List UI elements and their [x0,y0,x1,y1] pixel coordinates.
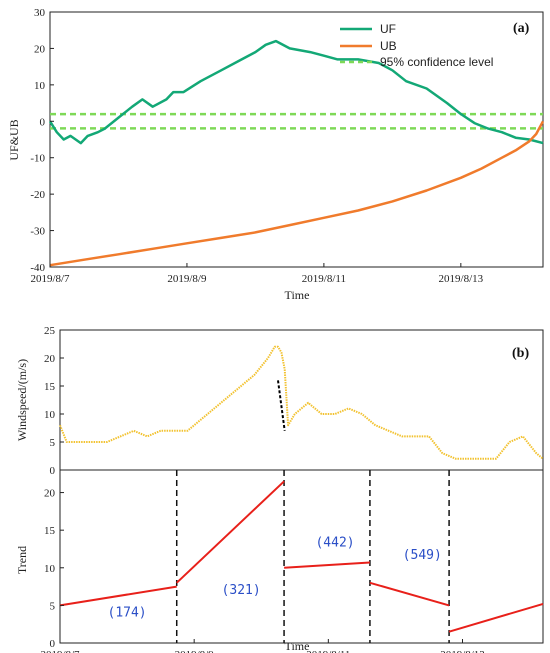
panel-a-frame [49,11,544,268]
windspeed-ytick-label-0: 0 [50,465,56,477]
panel-a-xtick-label-1: 2019/8/9 [167,273,207,285]
panel-a-ylabel: UF&UB [7,119,21,160]
panel-a-ytick-label-0: -40 [30,262,45,274]
windspeed-ytick-label-3: 15 [44,381,56,393]
segment-label-1: (321) [222,583,261,598]
series-line-ub [49,120,545,267]
panel-trend-ylabel: Trend [15,546,29,574]
trend-xtick-label-2: 2019/8/11 [306,649,350,653]
segment-labels: (174) (321) (442) (549) [108,536,442,621]
trend-y-ticks: 0 5 10 15 20 [44,488,64,650]
trend-xtick-label-0: 2019/8/7 [40,649,80,653]
windspeed-ytick-label-2: 10 [44,409,56,421]
windspeed-ytick-label-1: 5 [50,437,56,449]
panel-a-ytick-label-2: -20 [30,189,45,201]
trend-ytick-label-2: 10 [44,563,56,575]
trend-segments [59,480,544,633]
segment-label-0: (174) [108,606,147,621]
panel-a-xtick-label-3: 2019/8/13 [439,273,484,285]
trend-segment-4 [448,602,544,633]
windspeed-drop-line [277,380,286,431]
trend-segment-3 [369,581,450,607]
legend-ub-label: UB [380,39,397,53]
panel-a-ytick-label-6: 20 [34,43,46,55]
windspeed-line [59,345,544,460]
trend-segment-1 [176,480,285,584]
panel-b-frame [59,329,544,644]
trend-xtick-label-1: 2019/8/9 [175,649,215,653]
panel-a-ytick-label-3: -10 [30,153,45,165]
panel-a-label: (a) [513,21,530,36]
y-ticks: -40 -30 -20 -10 0 10 20 30 [30,7,54,274]
windspeed-series [59,345,544,460]
panel-a-xtick-label-0: 2019/8/7 [30,273,70,285]
panel-trend-xlabel: Time [285,639,310,653]
panel-b-label: (b) [512,346,529,361]
legend-uf-label: UF [380,22,396,36]
panel-a-xlabel: Time [285,288,310,302]
windspeed-y-ticks: 0 5 10 15 20 25 [44,325,64,477]
series-lines [48,39,545,267]
legend: UF UB 95% confidence level [340,22,493,69]
confidence-lines [50,112,543,130]
panel-a-ytick-label-5: 10 [34,80,46,92]
x-ticks: 2019/8/7 2019/8/9 2019/8/11 2019/8/13 [30,263,484,285]
series-line-uf [48,39,544,145]
panel-b-ylabel: Windspeed/(m/s) [15,359,29,441]
panel-b: 0 5 10 15 20 25 (b) Windspeed/(m/s) [15,325,544,644]
breakpoint-lines [175,470,450,643]
panel-a-ytick-label-4: 0 [40,116,46,128]
trend-ytick-label-4: 20 [44,488,56,500]
trend-xtick-label-3: 2019/8/13 [440,649,485,653]
windspeed-ytick-label-4: 20 [44,353,56,365]
trend-ytick-label-0: 0 [50,638,56,650]
segment-label-2: (442) [315,536,354,551]
windspeed-ytick-label-5: 25 [44,325,56,337]
segment-label-3: (549) [403,548,442,563]
legend-conf-label: 95% confidence level [380,55,493,69]
panel-a-ytick-label-7: 30 [34,7,46,19]
trend-segment-0 [59,585,177,607]
panel-a-xtick-label-2: 2019/8/11 [302,273,346,285]
panel-a-ytick-label-1: -30 [30,226,45,238]
trend-x-ticks: 2019/8/7 2019/8/9 2019/8/11 2019/8/13 [40,639,485,653]
trend-segment-2 [284,561,370,569]
trend-ytick-label-1: 5 [50,600,56,612]
trend-ytick-label-3: 15 [44,525,56,537]
